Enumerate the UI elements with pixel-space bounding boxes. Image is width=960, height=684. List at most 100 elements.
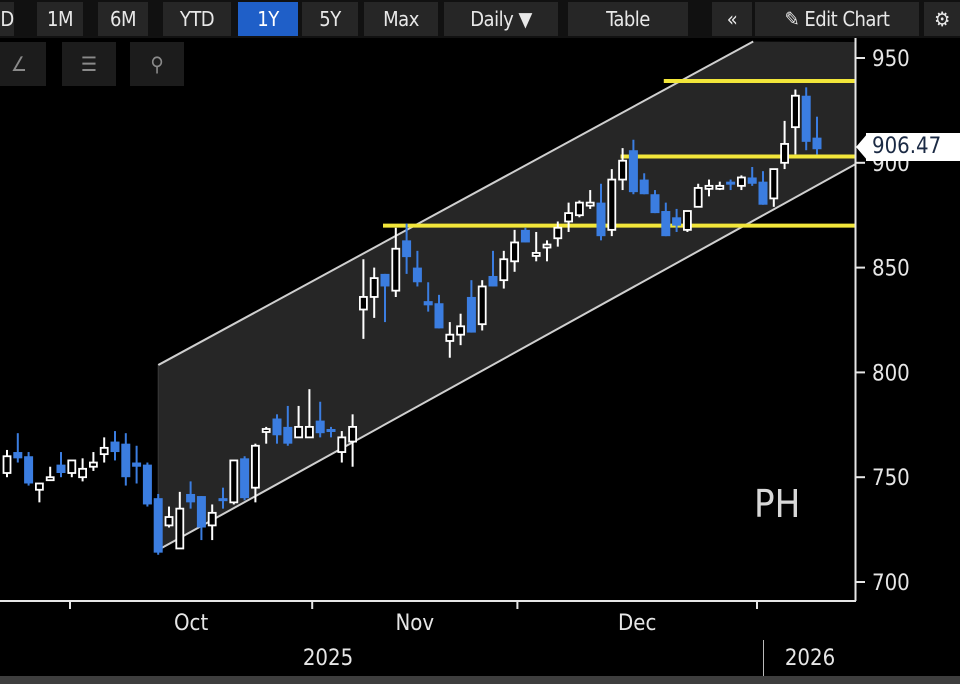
- candle-up: [510, 229, 520, 272]
- candle-body: [801, 95, 811, 142]
- candle-up: [553, 221, 563, 247]
- y-tick-label: 700: [872, 571, 910, 596]
- candle-up: [477, 280, 487, 331]
- candle-body: [780, 143, 789, 164]
- candle-body: [683, 210, 692, 231]
- candle-body: [402, 240, 412, 258]
- candle-up: [78, 458, 87, 482]
- candle-body: [747, 177, 757, 184]
- candle-body: [175, 507, 185, 550]
- candle-body: [726, 181, 736, 185]
- candle-up: [348, 414, 358, 467]
- candle-up: [693, 183, 703, 208]
- candle-up: [67, 459, 77, 478]
- candle-up: [175, 491, 185, 550]
- candle-up: [89, 452, 98, 471]
- range-button-5d[interactable]: D: [0, 2, 14, 36]
- candle-up: [391, 227, 401, 297]
- candle-body: [542, 243, 552, 249]
- range-button-6m[interactable]: 6M: [98, 2, 148, 36]
- y-tick-label: 750: [872, 466, 910, 491]
- candle-down: [596, 183, 606, 241]
- candle-down: [315, 401, 325, 438]
- candle-body: [596, 202, 606, 237]
- candle-up: [304, 389, 314, 439]
- candle-body: [315, 420, 325, 434]
- channel-upper-line[interactable]: [157, 40, 754, 366]
- horizontal-levels[interactable]: [383, 79, 855, 228]
- candle-body: [737, 176, 746, 187]
- candle-down: [466, 280, 476, 333]
- settings-button[interactable]: ⚙: [924, 2, 960, 36]
- candle-down: [661, 202, 671, 237]
- candle-down: [196, 496, 206, 541]
- candle-down: [412, 250, 422, 287]
- candle-body: [412, 267, 422, 283]
- edit-chart-label: Edit Chart: [804, 7, 890, 31]
- candle-body: [132, 462, 142, 467]
- x-year-label: 2026: [785, 646, 835, 671]
- candle-down: [628, 139, 638, 195]
- candle-body: [358, 296, 368, 311]
- y-tick-label: 800: [872, 361, 910, 386]
- candle-up: [45, 466, 55, 482]
- range-button-5y[interactable]: 5Y: [302, 2, 358, 36]
- candle-up: [250, 443, 260, 503]
- edit-chart-button[interactable]: ✎ Edit Chart: [755, 2, 919, 36]
- candle-body: [218, 498, 228, 502]
- range-button-max[interactable]: Max: [364, 2, 438, 36]
- candle-body: [445, 333, 455, 342]
- candle-up: [607, 169, 617, 237]
- candle-body: [272, 418, 282, 436]
- candle-down: [801, 87, 811, 151]
- gear-icon: ⚙: [934, 7, 950, 31]
- candle-body: [326, 428, 336, 432]
- candle-body: [78, 467, 87, 479]
- candle-body: [164, 516, 174, 527]
- candle-body: [24, 456, 34, 484]
- candle-up: [294, 405, 304, 439]
- candle-up: [564, 202, 573, 232]
- candle-body: [337, 436, 347, 453]
- candle-down: [639, 173, 649, 195]
- candle-up: [704, 179, 714, 197]
- collapse-button[interactable]: «: [712, 2, 752, 36]
- candle-body: [45, 476, 55, 482]
- candle-down: [56, 452, 66, 478]
- candle-body: [434, 303, 444, 329]
- range-button-1y[interactable]: 1Y: [238, 2, 298, 36]
- candle-up: [358, 259, 368, 339]
- candle-body: [618, 159, 627, 181]
- candle-down: [672, 208, 682, 232]
- candle-down: [434, 294, 444, 329]
- interval-dropdown[interactable]: Daily ▼: [444, 2, 558, 36]
- bottom-scrollbar[interactable]: [0, 676, 960, 684]
- candle-body: [99, 446, 109, 456]
- range-button-ytd[interactable]: YTD: [163, 2, 231, 36]
- candle-body: [294, 425, 304, 439]
- trend-channel[interactable]: [157, 40, 856, 551]
- zoom-icon[interactable]: ⚲: [130, 42, 184, 86]
- channel-lower-line[interactable]: [157, 163, 856, 551]
- candle-body: [531, 252, 541, 257]
- candle-body: [142, 464, 152, 505]
- candle-body: [380, 273, 390, 287]
- range-button-1m[interactable]: 1M: [37, 2, 83, 36]
- table-button[interactable]: Table: [568, 2, 688, 36]
- candle-body: [488, 275, 498, 287]
- candle-body: [456, 325, 466, 336]
- candle-body: [693, 187, 703, 208]
- candle-down: [650, 190, 660, 214]
- candle-body: [56, 464, 66, 474]
- candle-body: [715, 184, 725, 190]
- candle-body: [477, 285, 487, 326]
- legend-icon[interactable]: ☰: [62, 42, 116, 86]
- candle-up: [780, 120, 789, 170]
- candle-body: [67, 459, 77, 474]
- candle-body: [153, 498, 163, 553]
- x-month-label: Nov: [395, 611, 434, 636]
- candle-down: [283, 405, 293, 446]
- draw-line-icon[interactable]: ∠: [0, 42, 46, 86]
- candle-body: [585, 201, 595, 207]
